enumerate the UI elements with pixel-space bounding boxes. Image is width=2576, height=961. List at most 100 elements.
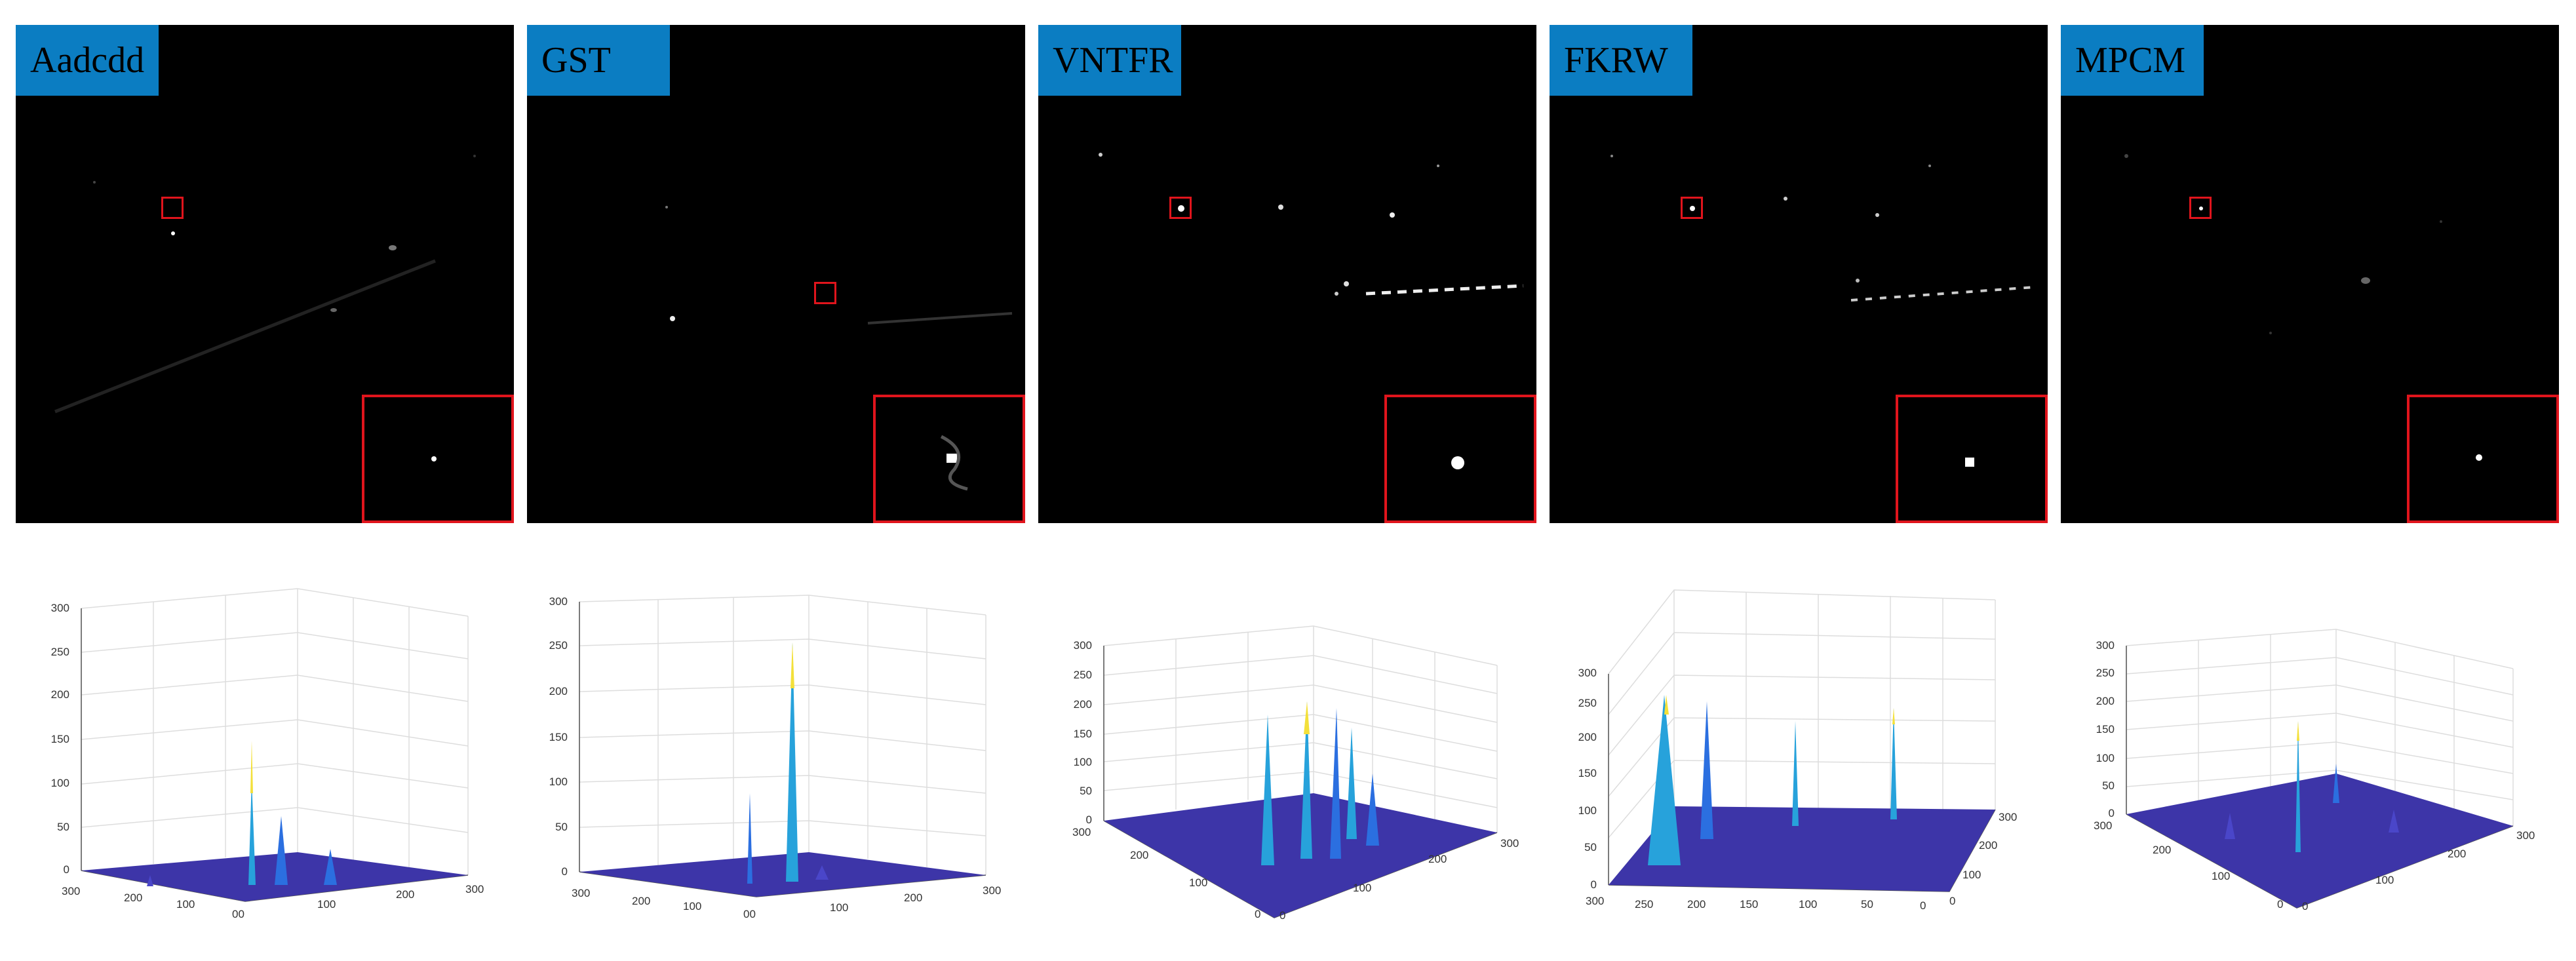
- plot-gridlines: [1608, 589, 1996, 885]
- x-tick: 100: [2212, 870, 2230, 882]
- x-tick: 250: [1635, 898, 1653, 911]
- z-tick: 0: [1591, 878, 1597, 891]
- result-image: [2124, 154, 2442, 334]
- x-ticks: 300 200 100 00: [62, 885, 244, 920]
- x-tick: 100: [1189, 876, 1207, 889]
- z-tick: 300: [549, 595, 568, 608]
- surface-base: [2126, 774, 2513, 908]
- zoom-inset: [2407, 395, 2559, 523]
- z-tick: 50: [57, 821, 69, 833]
- x-ticks: 300 200 100 0: [1072, 826, 1260, 920]
- z-tick: 150: [1074, 728, 1092, 740]
- x-tick: 300: [1072, 826, 1091, 838]
- target-marker: [2189, 197, 2212, 219]
- method-label: GST: [527, 25, 670, 96]
- z-tick: 0: [562, 865, 568, 878]
- surface-base: [1104, 793, 1497, 918]
- surface-peaks: [747, 642, 829, 884]
- y-tick: 300: [983, 884, 1001, 897]
- z-tick: 150: [2096, 723, 2115, 735]
- method-label: VNTFR: [1038, 25, 1181, 96]
- surface-plot-gst: 0 50 100 150 200 250 300 300 200 100 00 …: [549, 595, 1001, 920]
- z-tick: 50: [1584, 841, 1597, 853]
- z-ticks: 0 50 100 150 200 250 300: [2096, 639, 2115, 819]
- x-tick: 300: [572, 887, 590, 899]
- z-tick: 200: [1578, 731, 1597, 743]
- z-tick: 0: [64, 863, 69, 876]
- method-label: FKRW: [1550, 25, 1692, 96]
- z-ticks: 0 50 100 150 200 250 300: [51, 602, 69, 876]
- z-tick: 150: [51, 733, 69, 745]
- z-tick: 100: [2096, 752, 2115, 764]
- surface-peaks: [2225, 721, 2399, 852]
- result-panel-vntfr: VNTFR: [1038, 25, 1536, 523]
- x-tick: 150: [1740, 898, 1758, 911]
- surface-plot-fkrw: 0 50 100 150 200 250 300 300 250 200 150…: [1578, 589, 2017, 912]
- z-tick: 250: [1578, 697, 1597, 709]
- z-tick: 100: [51, 777, 69, 789]
- x-tick: 50: [1861, 898, 1873, 911]
- y-tick: 0: [1949, 895, 1955, 907]
- target-marker: [1169, 197, 1192, 219]
- x-tick: 100: [176, 898, 195, 911]
- x-tick: 00: [232, 908, 244, 920]
- x-ticks: 300 200 100 0: [2094, 819, 2283, 911]
- y-ticks: 0 100 200 300: [2302, 829, 2535, 912]
- plot-gridlines: [2126, 629, 2514, 826]
- y-tick: 100: [1962, 869, 1981, 881]
- zoom-inset: [1896, 395, 2048, 523]
- surface-peaks: [1648, 695, 1897, 865]
- y-ticks: 0 100 200 300: [1279, 837, 1519, 922]
- z-ticks: 0 50 100 150 200 250 300: [1074, 639, 1092, 826]
- surface-base: [579, 852, 986, 897]
- x-ticks: 300 250 200 150 100 50 0: [1586, 895, 1926, 912]
- x-tick: 200: [1130, 849, 1148, 861]
- y-tick: 200: [2448, 848, 2466, 860]
- y-tick: 200: [1428, 853, 1447, 865]
- z-tick: 0: [1086, 814, 1092, 826]
- result-image: [665, 206, 1013, 324]
- z-tick: 100: [549, 775, 568, 788]
- z-tick: 50: [1080, 785, 1092, 797]
- z-tick: 300: [1578, 667, 1597, 679]
- z-tick: 50: [2102, 779, 2115, 792]
- y-tick: 300: [1999, 811, 2017, 823]
- result-panel-mpcm: MPCM: [2061, 25, 2559, 523]
- result-image: [1099, 153, 1524, 296]
- x-tick: 0: [1920, 899, 1926, 912]
- x-tick: 100: [683, 900, 701, 912]
- x-tick: 200: [2153, 844, 2171, 856]
- plot-gridlines: [579, 595, 986, 875]
- z-ticks: 0 50 100 150 200 250 300: [1578, 667, 1597, 891]
- y-tick: 200: [396, 888, 414, 901]
- zoom-inset: [362, 395, 514, 523]
- z-tick: 150: [1578, 767, 1597, 779]
- z-tick: 150: [549, 731, 568, 743]
- x-tick: 300: [1586, 895, 1604, 907]
- z-tick: 250: [549, 639, 568, 652]
- y-tick: 200: [904, 892, 922, 904]
- y-ticks: 100 200 300: [317, 883, 484, 911]
- y-ticks: 100 200 300: [830, 884, 1001, 914]
- y-tick: 200: [1979, 839, 1997, 852]
- x-tick: 00: [743, 908, 756, 920]
- y-ticks: 0 100 200 300: [1949, 811, 2017, 907]
- z-tick: 50: [555, 821, 568, 833]
- z-tick: 300: [2096, 639, 2115, 652]
- x-tick: 300: [2094, 819, 2112, 832]
- z-tick: 300: [1074, 639, 1092, 652]
- y-tick: 300: [2516, 829, 2535, 842]
- z-tick: 0: [2109, 807, 2115, 819]
- result-panel-aadcdd: Aadcdd: [16, 25, 514, 523]
- surface-base: [81, 852, 468, 901]
- surface-peaks: [147, 741, 337, 886]
- result-image: [1610, 155, 2035, 302]
- plot-gridlines: [81, 588, 469, 875]
- zoom-inset: [873, 395, 1025, 523]
- y-tick: 100: [830, 901, 848, 914]
- z-tick: 100: [1578, 804, 1597, 817]
- target-marker: [1681, 197, 1703, 219]
- surface-plot-vntfr: 0 50 100 150 200 250 300 300 200 100 0 0…: [1072, 625, 1519, 922]
- plot-gridlines: [1103, 625, 1498, 833]
- x-tick: 200: [1687, 898, 1706, 911]
